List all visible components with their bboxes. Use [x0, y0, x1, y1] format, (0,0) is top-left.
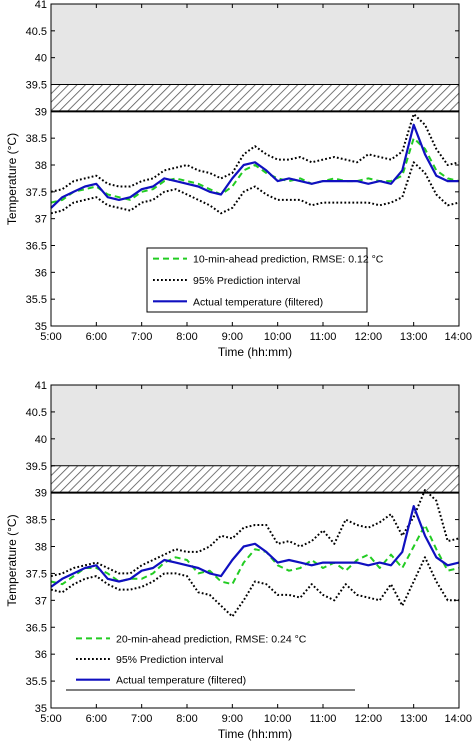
- y-tick-label: 35.5: [26, 676, 47, 688]
- x-tick-label: 11:00: [310, 331, 337, 343]
- y-tick-label: 36: [35, 267, 47, 279]
- x-tick-label: 10:00: [264, 713, 292, 725]
- y-axis-label: Temperature (°C): [5, 133, 19, 225]
- x-axis-label: Time (hh:mm): [218, 727, 292, 741]
- y-tick-label: 37: [35, 595, 47, 607]
- series-line-3: [50, 505, 460, 588]
- y-tick-label: 39.5: [26, 461, 47, 473]
- y-tick-label: 37.5: [26, 187, 47, 199]
- x-tick-label: 8:00: [176, 713, 197, 725]
- y-tick-label: 36.5: [26, 241, 47, 253]
- x-tick-label: 5:00: [40, 331, 61, 343]
- legend-box: [70, 628, 355, 690]
- y-tick-label: 35: [35, 321, 47, 333]
- series-line-1: [50, 113, 460, 193]
- x-tick-label: 9:00: [222, 713, 243, 725]
- y-axis-label: Temperature (°C): [5, 514, 19, 606]
- x-tick-label: 7:00: [131, 331, 152, 343]
- y-tick-label: 35: [35, 703, 47, 715]
- series-line-3: [50, 123, 459, 209]
- x-tick-label: 12:00: [355, 331, 383, 343]
- y-tick-label: 38.5: [26, 133, 47, 145]
- y-tick-label: 38: [35, 160, 47, 172]
- x-tick-label: 5:00: [40, 713, 61, 725]
- series-line-2: [50, 556, 459, 618]
- hatched-band: [51, 465, 459, 493]
- y-tick-label: 40.5: [26, 407, 47, 419]
- legend-entry: Actual temperature (filtered): [193, 296, 323, 308]
- y-tick-label: 39: [35, 488, 47, 500]
- y-tick-label: 39.5: [26, 80, 47, 92]
- y-tick-label: 40: [35, 53, 47, 65]
- x-tick-label: 13:00: [400, 713, 428, 725]
- x-tick-label: 12:00: [355, 713, 383, 725]
- series-line-0: [50, 137, 460, 204]
- y-tick-label: 35.5: [26, 294, 47, 306]
- x-axis-label: Time (hh:mm): [218, 345, 292, 359]
- x-tick-label: 8:00: [176, 331, 197, 343]
- chart-top: 35 35.5 36 36.5 37 37.5 38 38.5 39 39.5 40 40.5 41 5:…: [5, 0, 472, 359]
- series-line-2: [50, 161, 460, 215]
- legend-entry: 95% Prediction interval: [193, 275, 300, 287]
- y-tick-label: 37.5: [26, 568, 47, 580]
- x-tick-label: 13:00: [400, 331, 428, 343]
- x-tick-label: 14:00: [444, 331, 472, 343]
- x-tick-label: 14:00: [444, 713, 472, 725]
- y-tick-label: 40.5: [26, 26, 47, 38]
- y-tick-label: 37: [35, 214, 47, 226]
- y-tick-label: 38.5: [26, 515, 47, 527]
- y-tick-label: 38: [35, 542, 47, 554]
- hatched-band: [51, 84, 459, 112]
- y-tick-label: 41: [35, 0, 47, 11]
- series-line-1: [50, 489, 460, 578]
- chart-bottom: 35 35.5 36 36.5 37 37.5 38 38.5 39 39.5 40 40.5 41 5:…: [5, 380, 472, 741]
- x-tick-label: 9:00: [222, 331, 243, 343]
- shaded-band: [51, 385, 459, 466]
- legend-entry: 10-min-ahead prediction, RMSE: 0.12 °C: [193, 254, 384, 266]
- y-tick-label: 36.5: [26, 622, 47, 634]
- x-tick-label: 6:00: [86, 331, 107, 343]
- y-tick-label: 40: [35, 434, 47, 446]
- x-tick-label: 11:00: [310, 713, 337, 725]
- x-tick-label: 7:00: [131, 713, 152, 725]
- y-tick-label: 39: [35, 106, 47, 118]
- shaded-band: [51, 4, 459, 85]
- y-tick-label: 36: [35, 649, 47, 661]
- legend-entry: 95% Prediction interval: [116, 654, 223, 666]
- legend-entry: Actual temperature (filtered): [116, 675, 246, 687]
- legend-entry: 20-min-ahead prediction, RMSE: 0.24 °C: [116, 633, 307, 645]
- y-tick-label: 41: [35, 380, 47, 392]
- x-tick-label: 10:00: [264, 331, 292, 343]
- x-tick-label: 6:00: [86, 713, 107, 725]
- series-line-0: [50, 524, 460, 586]
